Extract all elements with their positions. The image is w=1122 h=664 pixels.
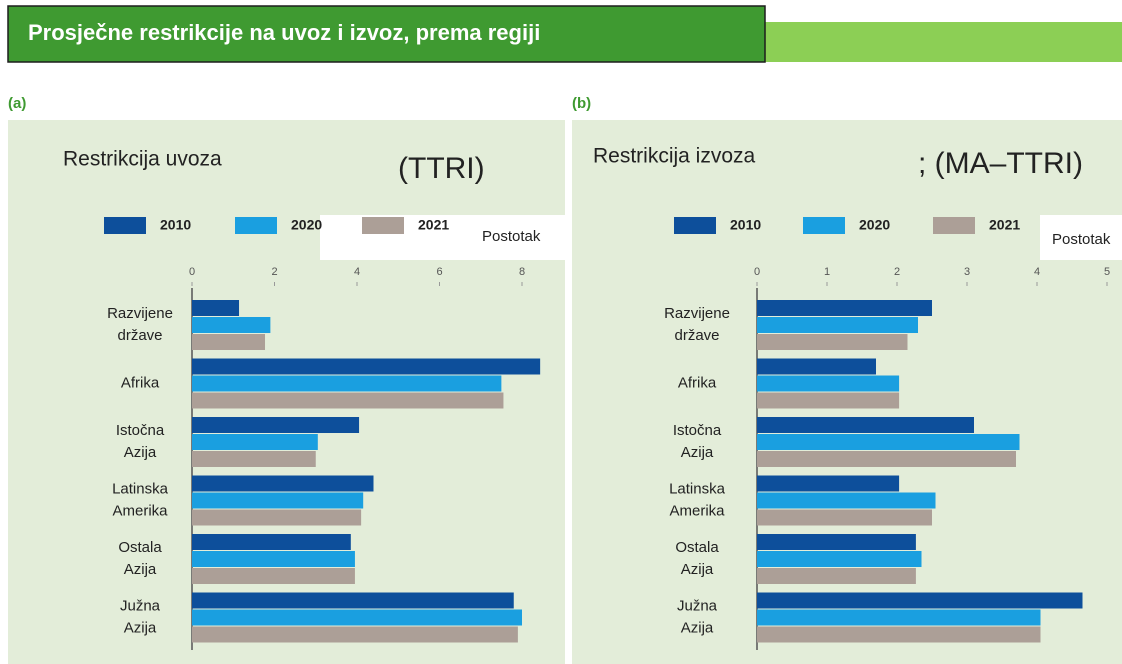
panel-label: (a) bbox=[8, 95, 26, 112]
bar bbox=[192, 475, 374, 492]
bar bbox=[757, 358, 876, 375]
legend-swatch bbox=[104, 217, 146, 234]
bar bbox=[757, 492, 936, 509]
category-label: Amerika bbox=[112, 502, 168, 519]
x-tick-label: 6 bbox=[436, 266, 442, 278]
legend-swatch bbox=[803, 217, 845, 234]
x-tick-label: 5 bbox=[1104, 266, 1110, 278]
bar bbox=[757, 626, 1041, 643]
bar bbox=[192, 568, 355, 584]
bar bbox=[757, 592, 1083, 609]
chart-subtitle: ; (MA–TTRI) bbox=[918, 147, 1083, 180]
category-label: Azija bbox=[124, 619, 157, 636]
bar bbox=[192, 334, 266, 350]
category-label: Istočna bbox=[673, 422, 722, 439]
label-box bbox=[320, 215, 570, 260]
legend-label: 2021 bbox=[418, 217, 449, 233]
label-box bbox=[1040, 215, 1122, 260]
bar bbox=[192, 375, 502, 392]
category-label: Južna bbox=[120, 597, 161, 614]
axis-label: Postotak bbox=[482, 228, 541, 245]
bar bbox=[192, 592, 514, 609]
legend-label: 2020 bbox=[291, 217, 322, 233]
bar bbox=[757, 334, 908, 350]
bar bbox=[192, 626, 518, 643]
category-label: Južna bbox=[677, 597, 718, 614]
bar bbox=[757, 300, 932, 316]
chart-subtitle: (TTRI) bbox=[398, 152, 485, 185]
category-label: Azija bbox=[124, 444, 157, 461]
bar bbox=[192, 451, 316, 467]
axis-label: Postotak bbox=[1052, 231, 1111, 248]
legend-swatch bbox=[362, 217, 404, 234]
x-tick-label: 2 bbox=[894, 266, 900, 278]
header-title: Prosječne restrikcije na uvoz i izvoz, p… bbox=[28, 20, 540, 45]
category-label: države bbox=[117, 327, 162, 344]
bar bbox=[192, 609, 522, 626]
bar bbox=[757, 568, 916, 584]
category-label: Azija bbox=[681, 561, 714, 578]
category-label: Azija bbox=[124, 561, 157, 578]
x-tick-label: 0 bbox=[754, 266, 760, 278]
category-label: Amerika bbox=[669, 502, 725, 519]
bar bbox=[192, 509, 362, 526]
bar bbox=[757, 475, 900, 492]
bar bbox=[192, 317, 271, 333]
bar bbox=[757, 434, 1020, 450]
bar bbox=[192, 417, 360, 433]
category-label: Razvijene bbox=[664, 305, 730, 322]
bar bbox=[757, 417, 974, 433]
legend-swatch bbox=[235, 217, 277, 234]
legend-swatch bbox=[674, 217, 716, 234]
bar bbox=[192, 434, 318, 450]
bar bbox=[192, 492, 364, 509]
category-label: Afrika bbox=[121, 374, 160, 391]
category-label: Latinska bbox=[112, 480, 169, 497]
category-label: Afrika bbox=[678, 374, 717, 391]
bar bbox=[757, 451, 1016, 467]
x-tick-label: 2 bbox=[271, 266, 277, 278]
bar bbox=[192, 392, 504, 409]
x-tick-label: 3 bbox=[964, 266, 970, 278]
category-label: Razvijene bbox=[107, 305, 173, 322]
bar bbox=[192, 300, 240, 316]
x-tick-label: 4 bbox=[354, 266, 360, 278]
bar bbox=[192, 551, 355, 567]
bar bbox=[757, 534, 916, 550]
legend-label: 2010 bbox=[730, 217, 761, 233]
category-label: Ostala bbox=[675, 539, 719, 556]
bar bbox=[757, 392, 900, 409]
panel-label: (b) bbox=[572, 95, 591, 112]
x-tick-label: 8 bbox=[519, 266, 525, 278]
bar bbox=[757, 551, 922, 567]
legend-label: 2021 bbox=[989, 217, 1020, 233]
header-box bbox=[7, 5, 766, 63]
category-label: Istočna bbox=[116, 422, 165, 439]
bar bbox=[757, 317, 918, 333]
chart-title: Restrikcija uvoza bbox=[63, 148, 222, 171]
bar bbox=[757, 509, 932, 526]
category-label: Latinska bbox=[669, 480, 726, 497]
legend-label: 2010 bbox=[160, 217, 191, 233]
category-label: Azija bbox=[681, 444, 714, 461]
bar bbox=[757, 375, 900, 392]
x-tick-label: 0 bbox=[189, 266, 195, 278]
category-label: Azija bbox=[681, 619, 714, 636]
category-label: države bbox=[674, 327, 719, 344]
chart-title: Restrikcija izvoza bbox=[593, 145, 756, 168]
bar bbox=[192, 358, 541, 375]
x-tick-label: 1 bbox=[824, 266, 830, 278]
legend-label: 2020 bbox=[859, 217, 890, 233]
legend-swatch bbox=[933, 217, 975, 234]
bar bbox=[757, 609, 1041, 626]
x-tick-label: 4 bbox=[1034, 266, 1040, 278]
bar bbox=[192, 534, 351, 550]
category-label: Ostala bbox=[118, 539, 162, 556]
